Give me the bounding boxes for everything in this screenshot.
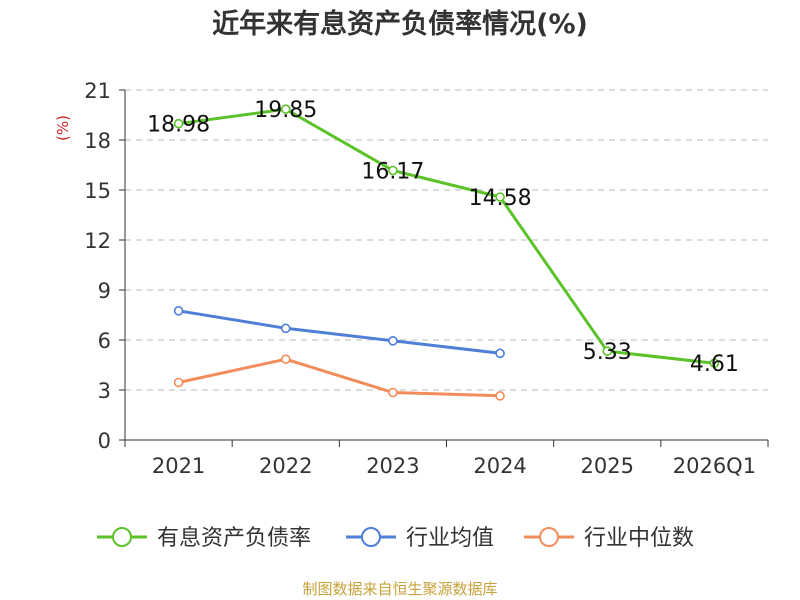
data-label: 16.17 <box>361 160 424 185</box>
legend-item[interactable]: 行业均值 <box>346 526 494 551</box>
y-axis-label: (%) <box>54 115 72 141</box>
legend-swatch-marker <box>361 527 381 547</box>
x-tick-label: 2024 <box>473 454 526 478</box>
source-note: 制图数据来自恒生聚源数据库 <box>302 580 498 598</box>
data-point <box>495 348 505 359</box>
data-label: 18.98 <box>147 113 210 138</box>
y-tick-label: 3 <box>98 379 111 403</box>
data-point <box>280 104 291 114</box>
data-label: 19.85 <box>254 98 317 123</box>
legend-item[interactable]: 有息资产负债率 <box>97 526 311 551</box>
legend-label: 有息资产负债率 <box>157 526 311 551</box>
label-layer: 18.98 19.85 16.17 14.58 5.33 4.61 <box>147 98 739 377</box>
x-tick-label: 2026Q1 <box>673 454 756 478</box>
x-tick-label: 2022 <box>259 454 312 478</box>
data-point <box>173 377 184 388</box>
x-tick-label: 2023 <box>366 454 419 478</box>
legend-swatch-marker <box>112 527 132 547</box>
data-point <box>709 358 720 368</box>
legend-label: 行业均值 <box>406 526 494 551</box>
series-line-2 <box>178 357 501 398</box>
data-point <box>280 354 291 364</box>
data-label: 5.33 <box>583 340 632 365</box>
data-point <box>280 323 291 334</box>
y-tick-label: 6 <box>98 329 111 353</box>
y-tick-label: 21 <box>84 79 111 103</box>
grid-layer <box>125 89 768 391</box>
data-label: 14.58 <box>469 186 532 211</box>
x-tick-label: 2025 <box>581 454 634 478</box>
data-point <box>495 391 505 401</box>
data-label: 4.61 <box>690 352 739 377</box>
y-tick-label: 0 <box>98 429 111 453</box>
x-tick-label: 2021 <box>152 454 205 478</box>
legend[interactable]: 有息资产负债率 行业均值 行业中位数 <box>97 526 694 551</box>
series-line-1 <box>178 309 501 355</box>
data-point <box>388 165 398 176</box>
legend-item[interactable]: 行业中位数 <box>524 526 694 551</box>
data-point <box>173 306 184 316</box>
y-tick-label: 18 <box>84 129 111 153</box>
data-point <box>388 336 398 346</box>
axis-layer: 0 3 6 9 12 15 18 21 2021 2022 2023 2024 2025 2026Q1 (%… <box>54 79 769 478</box>
series-layer <box>173 104 720 401</box>
y-tick-label: 9 <box>98 279 111 303</box>
data-point <box>602 346 613 356</box>
legend-label: 行业中位数 <box>584 526 694 551</box>
data-point <box>495 192 505 202</box>
legend-swatch-marker <box>539 527 559 547</box>
y-tick-label: 15 <box>84 179 111 203</box>
data-point <box>173 118 184 129</box>
chart-title: 近年来有息资产负债率情况(%) <box>212 9 588 40</box>
data-point <box>388 387 398 398</box>
y-tick-label: 12 <box>84 229 111 253</box>
series-line-0 <box>178 107 715 365</box>
